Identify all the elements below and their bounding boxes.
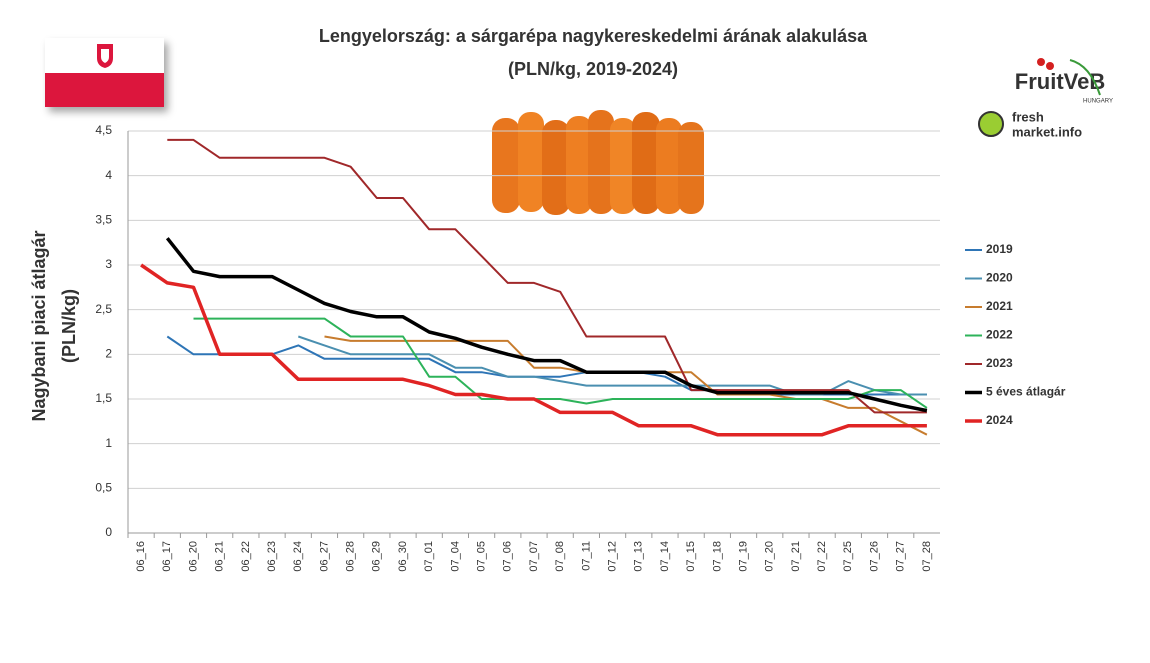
x-tick-label: 07_11 <box>580 541 592 571</box>
y-axis-label: Nagybani piaci átlagár (PLN/kg) <box>29 230 79 421</box>
x-tick-label: 07_04 <box>449 541 461 572</box>
x-tick-label: 07_01 <box>423 541 435 572</box>
x-tick-label: 07_05 <box>476 541 488 572</box>
logo-text: fresh <box>1012 109 1044 124</box>
x-tick-label: 06_24 <box>292 541 304 572</box>
x-tick-label: 07_19 <box>737 541 749 572</box>
chart-subtitle: (PLN/kg, 2019-2024) <box>508 59 678 79</box>
legend-label: 2021 <box>986 299 1013 313</box>
x-tick-label: 06_17 <box>161 541 173 572</box>
series-line <box>165 237 928 413</box>
x-tick-label: 07_06 <box>502 541 514 572</box>
y-tick-label: 0,5 <box>95 481 112 495</box>
series-line <box>193 317 928 409</box>
carrots <box>492 110 704 215</box>
x-tick-label: 07_22 <box>816 541 828 572</box>
x-tick-label: 07_13 <box>633 541 645 572</box>
legend-label: 2023 <box>986 356 1013 370</box>
y-tick-label: 0 <box>105 525 112 539</box>
x-tick-label: 07_14 <box>659 541 671 572</box>
x-tick-label: 07_18 <box>711 541 723 572</box>
x-tick-label: 07_20 <box>764 541 776 572</box>
x-tick-label: 06_29 <box>371 541 383 572</box>
flag <box>45 38 164 107</box>
series-line <box>297 335 927 396</box>
x-tick-label: 06_28 <box>345 541 357 572</box>
logo: FruitVeB HUNGARY fresh market.info <box>978 58 1113 139</box>
legend-label: 2019 <box>986 242 1013 256</box>
x-tick-label: 07_21 <box>790 541 802 572</box>
x-tick-label: 07_15 <box>685 541 697 572</box>
y-axis-label-line: Nagybani piaci átlagár <box>29 230 49 421</box>
x-tick-label: 06_23 <box>266 541 278 572</box>
logo-text: FruitVeB <box>1015 69 1105 94</box>
y-tick-label: 4,5 <box>95 123 112 137</box>
legend-label: 2020 <box>986 271 1013 285</box>
y-tick-label: 3,5 <box>95 213 112 227</box>
legend-label: 2022 <box>986 328 1013 342</box>
x-tick-label: 07_25 <box>842 541 854 572</box>
y-axis-label-line: (PLN/kg) <box>59 289 79 363</box>
y-tick-label: 1,5 <box>95 391 112 405</box>
x-tick-label: 07_27 <box>895 541 907 572</box>
x-tick-label: 06_22 <box>240 541 252 572</box>
series-line <box>140 263 927 437</box>
y-tick-label: 1 <box>105 436 112 450</box>
x-tick-label: 06_16 <box>135 541 147 572</box>
x-tick-label: 06_27 <box>318 541 330 572</box>
x-tick-label: 07_28 <box>921 541 933 572</box>
x-tick-label: 07_07 <box>528 541 540 572</box>
legend-label: 2024 <box>986 413 1013 427</box>
x-tick-label: 07_26 <box>868 541 880 572</box>
x-tick-label: 06_20 <box>187 541 199 572</box>
chart-title: Lengyelország: a sárgarépa nagykereskede… <box>319 26 868 46</box>
y-tick-label: 2 <box>105 347 112 361</box>
logo-text: HUNGARY <box>1083 99 1113 105</box>
series-line <box>166 335 927 396</box>
series-line <box>167 138 927 414</box>
y-tick-label: 4 <box>105 168 112 182</box>
x-tick-label: 06_30 <box>397 541 409 572</box>
y-tick-label: 2,5 <box>95 302 112 316</box>
x-tick-label: 07_08 <box>554 541 566 572</box>
logo-text: market.info <box>1012 124 1082 139</box>
x-tick-label: 07_12 <box>606 541 618 572</box>
y-tick-label: 3 <box>105 257 112 271</box>
x-tick-label: 06_21 <box>214 541 226 572</box>
legend-label: 5 éves átlagár <box>986 385 1066 399</box>
